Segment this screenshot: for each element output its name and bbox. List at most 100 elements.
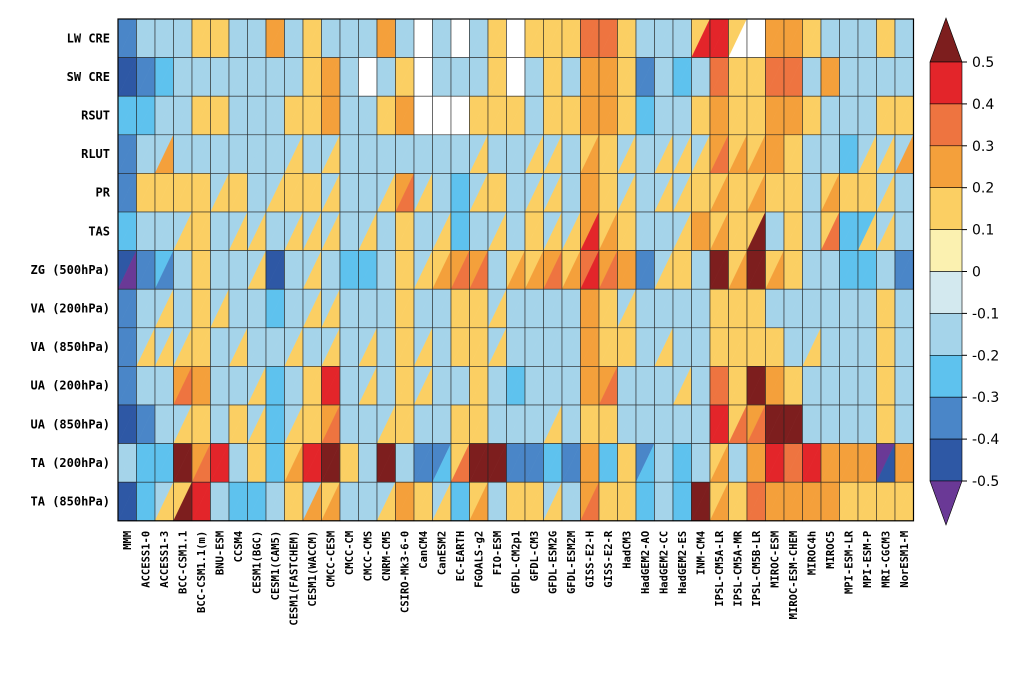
column-label: BCC-CSM1.1 [178,531,190,594]
heatmap-cell [691,18,711,58]
heatmap-cell [857,366,877,406]
heatmap-cell [728,481,748,522]
heatmap-cell [598,250,618,290]
heatmap-cell [358,173,378,213]
colorbar-segment [929,396,963,440]
heatmap-cell [802,366,822,406]
heatmap-cell [247,211,267,251]
heatmap-cell [672,481,692,522]
heatmap-cell [210,443,230,483]
heatmap-cell [506,404,526,444]
column-label: CCSM4 [233,531,245,563]
heatmap-cell [894,288,914,329]
heatmap-cell [376,57,396,97]
heatmap-cell [709,57,729,97]
column-label: HadGEM2-CC [659,531,671,594]
heatmap-cell [876,173,896,213]
heatmap-cell [728,18,748,58]
colorbar-top-triangle [929,17,963,63]
heatmap-cell [728,327,748,367]
heatmap-cell [654,173,674,213]
heatmap-cell [876,327,896,367]
heatmap-cell [524,134,544,174]
heatmap-cell [709,288,729,329]
heatmap-cell [247,366,267,406]
heatmap-cell [117,134,137,174]
column-label: MPI-ESM-LR [844,530,856,594]
column-label: HadGEM2-ES [677,531,689,594]
heatmap-cell [580,366,600,406]
heatmap-cell [894,95,914,136]
heatmap-cell [543,57,563,97]
row-label: LW CRE [67,31,110,45]
heatmap-cell [265,57,285,97]
heatmap-cell [839,327,859,367]
heatmap-cell [672,18,692,58]
heatmap-cell [598,18,618,58]
heatmap-cell [672,95,692,136]
heatmap-cell [728,134,748,174]
heatmap-cell [432,481,452,522]
heatmap-cell [210,366,230,406]
heatmap-cell [173,173,193,213]
heatmap-cell [543,481,563,522]
heatmap-cell [117,173,137,213]
heatmap-cell [765,57,785,97]
heatmap-cell [469,443,489,483]
heatmap-cell [635,327,655,367]
heatmap-cell [543,443,563,483]
column-label: GFDL-ESM2M [566,531,578,594]
heatmap-cell [321,288,341,329]
heatmap-cell [469,134,489,174]
heatmap-cell [561,18,581,58]
column-label: MIROC-ESM [770,531,782,588]
colorbar-segment [929,145,963,189]
heatmap-cell [117,443,137,483]
heatmap-cell [580,327,600,367]
heatmap-cell [635,57,655,97]
heatmap-cell [265,327,285,367]
heatmap-cell [302,57,322,97]
heatmap-cell [765,250,785,290]
colorbar-tick-label: 0 [972,265,981,281]
heatmap-cell [191,481,211,522]
heatmap-cell [154,173,174,213]
heatmap-cell [358,404,378,444]
heatmap-cell [487,404,507,444]
colorbar-tick-label: 0.4 [972,97,994,113]
heatmap-cell [894,173,914,213]
heatmap-cell [339,250,359,290]
heatmap-cell [228,134,248,174]
colorbar: 0.5 0.4 0.3 0.2 0.1 0 -0.1 -0.2 -0.3 -0.4 -0.5 [929,17,999,526]
colorbar-bottom-triangle [929,480,963,526]
heatmap-cell [857,404,877,444]
heatmap-cell [635,366,655,406]
heatmap-cell [247,134,267,174]
heatmap-cell [210,481,230,522]
heatmap-cell [783,288,803,329]
heatmap-cell [339,443,359,483]
heatmap-cell [358,443,378,483]
heatmap-cell [691,134,711,174]
heatmap-cell [783,57,803,97]
heatmap-cell [117,404,137,444]
heatmap-cell [802,443,822,483]
heatmap-cell [432,327,452,367]
heatmap-cell [561,211,581,251]
heatmap-cell [802,57,822,97]
heatmap-cell [746,57,766,97]
heatmap-cell [524,404,544,444]
heatmap-cell [783,211,803,251]
heatmap-cell [894,250,914,290]
heatmap-cell [487,173,507,213]
heatmap-cell [524,18,544,58]
heatmap-cell [617,288,637,329]
heatmap-cell [635,481,655,522]
heatmap-cell [413,57,433,97]
heatmap-cell [783,366,803,406]
heatmap-cell [820,443,840,483]
heatmap-cell [450,57,470,97]
heatmap-cell [265,18,285,58]
column-label: GFDL-CM3 [529,531,541,582]
heatmap-cell [876,366,896,406]
